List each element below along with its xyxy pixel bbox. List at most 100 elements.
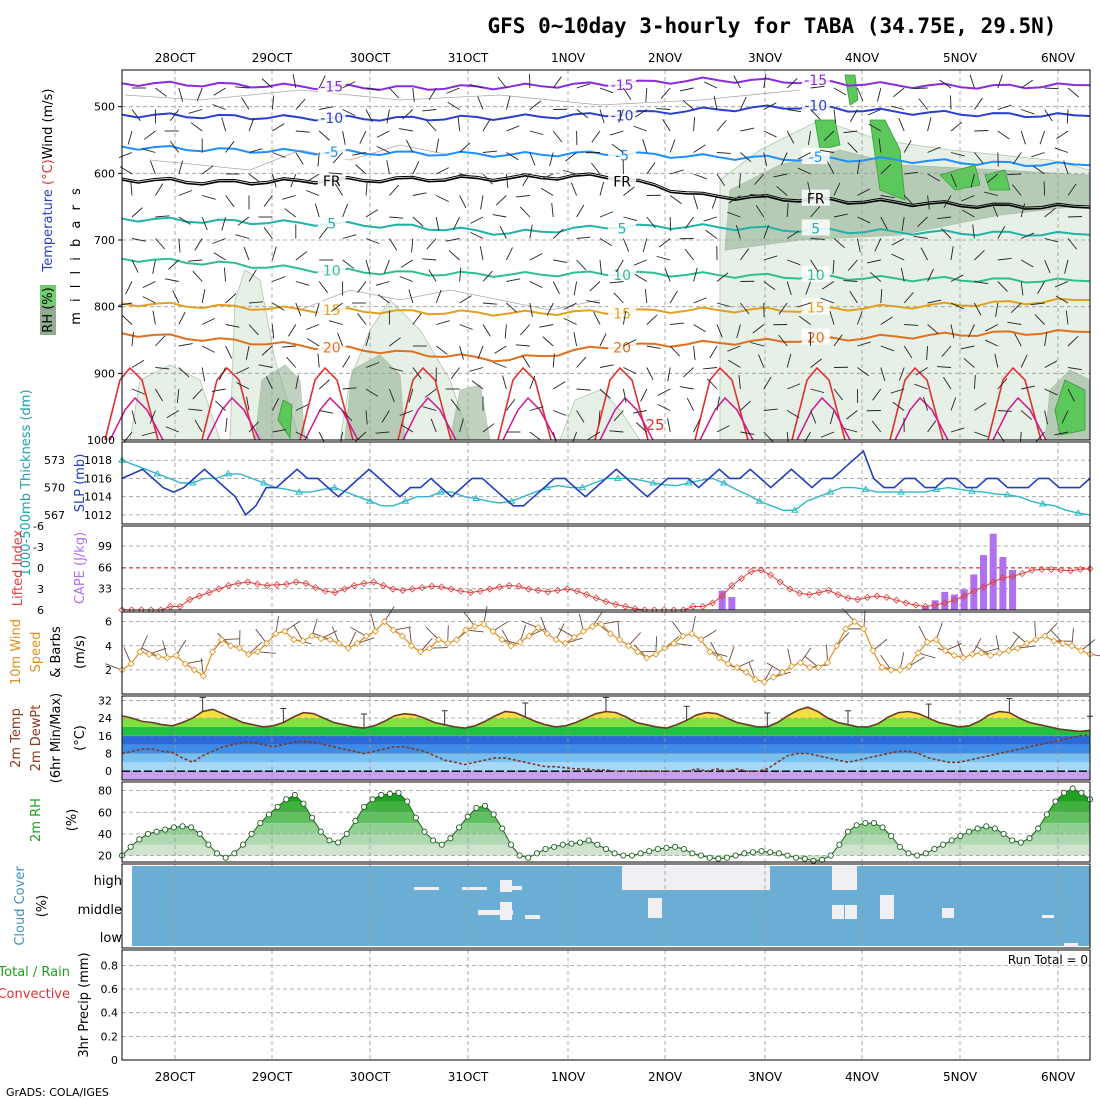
wind-barb [713, 95, 718, 110]
wind-barb [778, 302, 788, 315]
cloud-frame [121, 863, 1091, 949]
wind-barb [1067, 335, 1079, 347]
wind-barb [1067, 87, 1080, 98]
wind-barb [168, 259, 180, 270]
wind-barb [412, 216, 424, 227]
wind-barb [192, 388, 203, 400]
wind-barb [539, 324, 554, 328]
wind-barb [470, 231, 484, 239]
wind-speed-point [416, 648, 425, 656]
contour-label: -10 [804, 99, 827, 115]
wind-barb [970, 173, 975, 188]
rh-point [516, 852, 523, 859]
wind-barb [609, 130, 624, 136]
temp-contour-25 [201, 366, 256, 441]
li-point [786, 585, 794, 593]
wind-barb [342, 259, 355, 269]
wind-speed-point [453, 636, 461, 644]
li-point [244, 578, 252, 586]
li-point [215, 585, 223, 593]
wind-barb [248, 301, 263, 304]
temp-contour-25 [694, 366, 749, 441]
rh-point [412, 814, 419, 821]
wind-barb [927, 195, 930, 210]
wind-barb [552, 130, 563, 143]
contour-label-bg [317, 77, 346, 94]
wind-barb [357, 313, 367, 325]
contour-label: 10 [807, 268, 825, 284]
wind-barb [1067, 238, 1078, 250]
wind-speed-point [760, 678, 768, 686]
wind-label-part: Wind (m/s) [41, 89, 56, 160]
wind-barb [125, 281, 133, 295]
rh-point [542, 845, 549, 853]
wind-speed-point [851, 618, 859, 626]
li-point [457, 587, 465, 595]
wind-barb [662, 119, 671, 132]
cloud-cover-block [462, 887, 487, 890]
wind-barb [613, 410, 624, 422]
wind-barb [758, 354, 765, 368]
wind-barb [261, 345, 273, 356]
slp-tick-label: 1012 [84, 509, 112, 522]
cloud-cover-block [942, 908, 954, 918]
wind-barb [258, 364, 273, 368]
li-point [989, 578, 997, 586]
wind-barb [482, 302, 497, 305]
bottom-date-label: 2NOV [648, 1070, 683, 1084]
wind-speed-point [344, 644, 352, 652]
top-date-label: 29OCT [252, 51, 293, 65]
thickness-point [755, 497, 764, 504]
wind-speed-point [1032, 636, 1040, 644]
wind-barb [880, 654, 892, 671]
wind-barb [272, 152, 286, 158]
wind-barb [471, 380, 484, 390]
wind-barb [940, 228, 952, 239]
wind-barb [196, 87, 203, 102]
wind-barb [1067, 367, 1082, 371]
wind-barb [667, 418, 671, 433]
li-point [505, 581, 513, 590]
wind-barb [190, 122, 203, 132]
wind-barb [546, 302, 554, 316]
bottom-date-label: 4NOV [845, 1070, 880, 1084]
wind-barb [622, 238, 630, 252]
wind-barb [1067, 183, 1077, 196]
wind-barb [763, 102, 777, 110]
wind-barb [670, 169, 684, 175]
wind-speed-point [498, 636, 506, 644]
wind-barb [974, 302, 982, 316]
wind-barb [716, 120, 727, 132]
wind-barb [311, 618, 318, 637]
wind-barb [493, 362, 507, 368]
wind-barb [188, 259, 203, 262]
cape-bar [950, 594, 958, 610]
precip-bg [122, 950, 1090, 1060]
wind-speed-point [995, 649, 1004, 657]
contour-label-bg [608, 219, 637, 236]
temp-contour-30 [699, 396, 754, 441]
wind-barb [609, 281, 624, 284]
rh-point [1078, 789, 1085, 796]
wind-barb [974, 431, 988, 438]
wind-barb [891, 238, 905, 246]
wind-speed-point [227, 642, 235, 650]
wind-barb [941, 345, 952, 357]
wind-barb [408, 388, 414, 403]
wind-barb [867, 259, 881, 264]
wind-barb [786, 230, 800, 239]
wind-barb [669, 139, 676, 153]
wind-barb [459, 418, 464, 433]
wind-barb [236, 382, 250, 390]
rh-point [153, 828, 160, 835]
wind-barb [426, 120, 437, 132]
wind-barb [318, 281, 328, 293]
wind-barb [519, 206, 531, 218]
wind-barb [104, 663, 123, 671]
wind-barb [913, 235, 928, 239]
wind-speed-point [462, 626, 470, 634]
wind-barb [740, 152, 752, 163]
rh-point [360, 803, 368, 810]
thickness-point [649, 479, 658, 486]
wind-barb [235, 234, 250, 239]
